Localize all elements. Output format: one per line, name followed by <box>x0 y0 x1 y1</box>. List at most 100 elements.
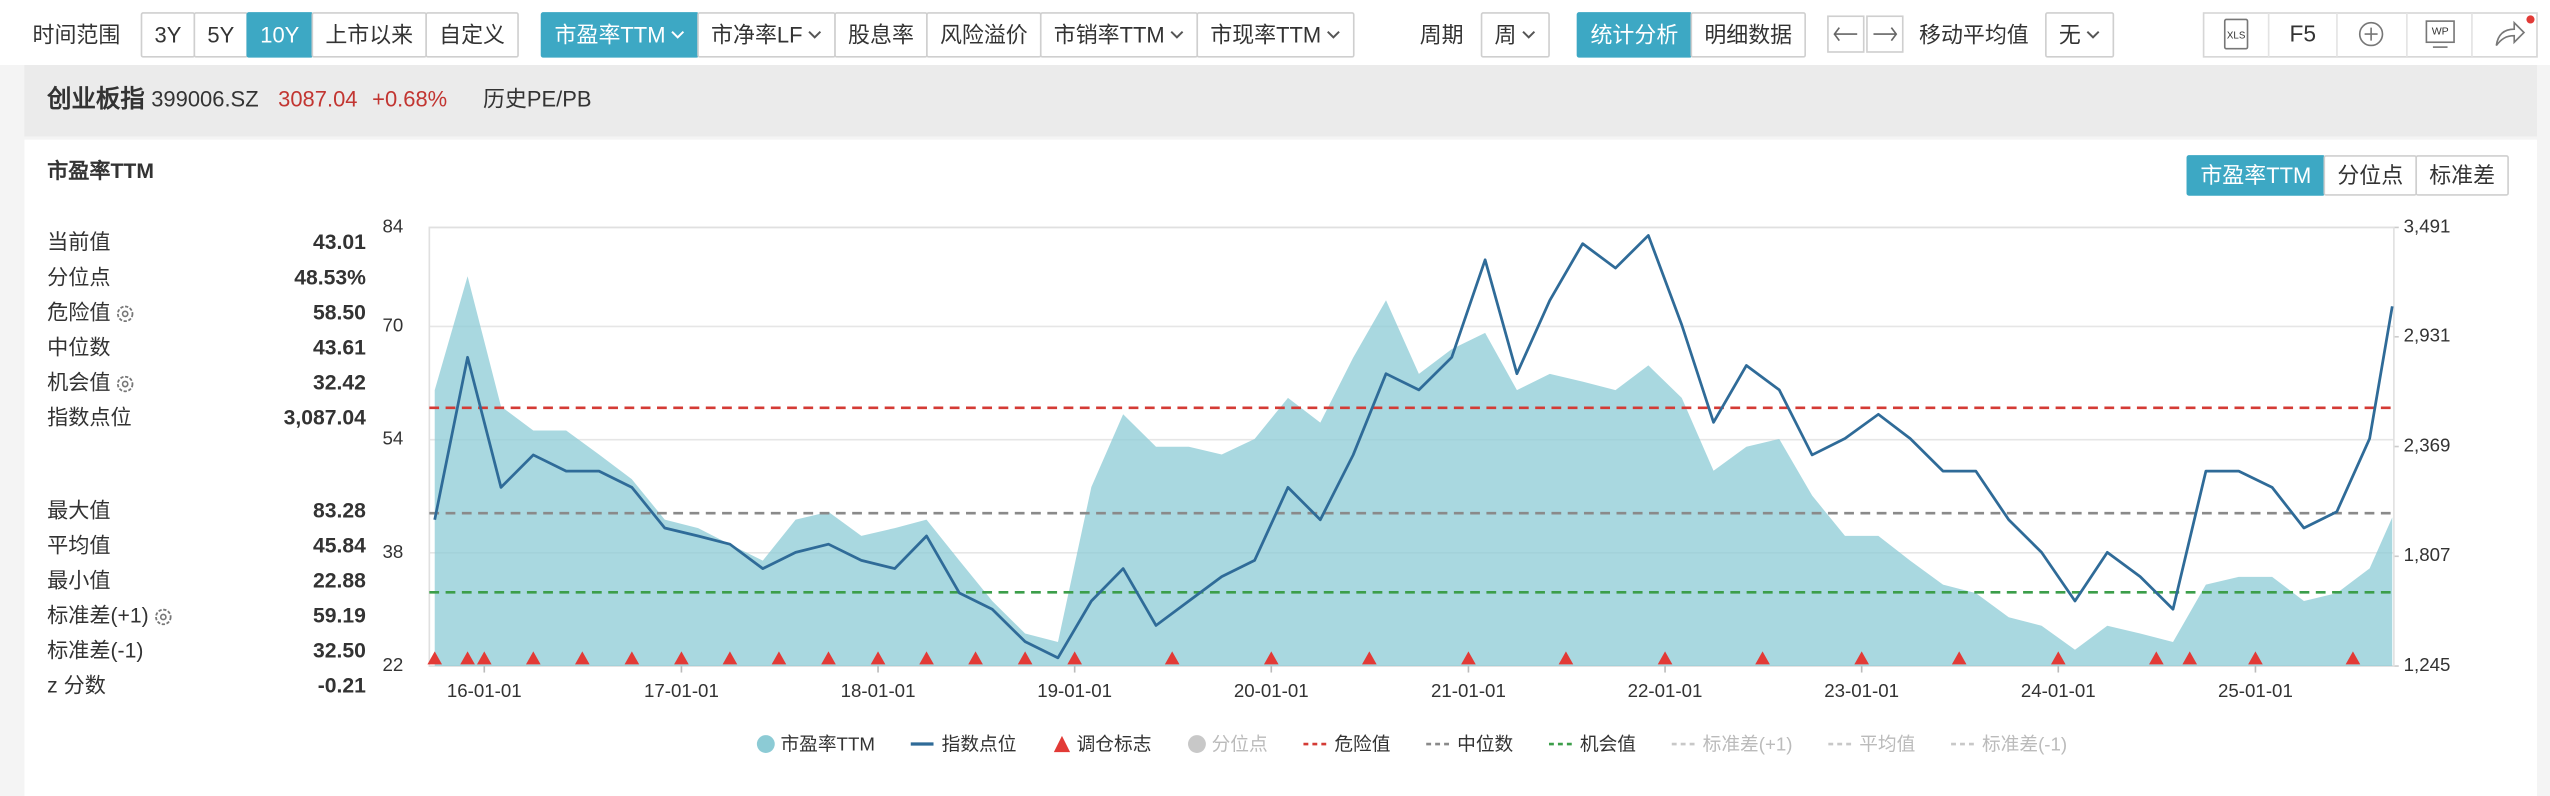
wp-icon-label: WP <box>2432 25 2449 37</box>
period-select[interactable] <box>1480 12 1550 58</box>
adjust-marker <box>1558 651 1574 665</box>
y-tick-label: 70 <box>383 314 404 335</box>
gear-icon-core <box>121 310 129 318</box>
stat-label: 危险值 <box>47 300 110 324</box>
x-tick-label: 24-01-01 <box>2021 680 2096 701</box>
adjust-marker <box>476 651 492 665</box>
adjust-marker <box>1755 651 1770 665</box>
stat-value: 32.50 <box>313 640 366 663</box>
view-button-label: 明细数据 <box>1704 22 1792 47</box>
metric-button-label: 风险溢价 <box>940 22 1028 47</box>
dropdown-arrow <box>1522 30 1536 39</box>
panel-tab-label: 分位点 <box>2337 163 2403 188</box>
x-tick-label: 20-01-01 <box>1234 680 1309 701</box>
index-code: 399006.SZ <box>151 87 258 112</box>
stat-value: 22.88 <box>313 569 366 592</box>
adjust-marker <box>1263 651 1279 665</box>
y-tick-label: 38 <box>383 541 404 562</box>
stat-value: 32.42 <box>313 372 366 395</box>
stat-label: 平均值 <box>47 533 110 557</box>
x-tick-label: 22-01-01 <box>1628 680 1703 701</box>
metric-button-label: 市销率TTM <box>1054 22 1165 47</box>
adjust-marker <box>771 651 787 665</box>
adjust-marker <box>525 651 541 665</box>
stat-value: 43.01 <box>313 231 366 254</box>
legend-label[interactable]: 标准差(-1) <box>1982 734 2067 755</box>
dropdown-arrow <box>2086 30 2100 39</box>
metric-button[interactable] <box>1196 12 1355 58</box>
range-button-label: 自定义 <box>439 22 505 47</box>
xls-icon[interactable] <box>2223 18 2249 50</box>
history-link[interactable]: 历史PE/PB <box>483 87 592 112</box>
y2-tick-label: 1,245 <box>2404 654 2451 675</box>
ma-select[interactable] <box>2045 12 2115 58</box>
adjust-marker <box>1657 651 1673 665</box>
adjust-marker <box>460 651 475 665</box>
stat-label: 标准差(-1) <box>47 639 143 663</box>
dropdown-arrow <box>1170 30 1184 39</box>
stat-value: 43.61 <box>313 337 366 360</box>
wp-icon[interactable] <box>2425 20 2455 44</box>
x-tick-label: 23-01-01 <box>1824 680 1899 701</box>
adjust-marker <box>624 651 640 665</box>
panel-tab-label: 标准差 <box>2429 163 2495 188</box>
range-button-label: 3Y <box>154 22 181 47</box>
add-icon[interactable] <box>2358 21 2384 47</box>
f5-button: F5 <box>2290 21 2317 47</box>
x-tick-label: 19-01-01 <box>1037 680 1112 701</box>
view-button-label: 统计分析 <box>1590 22 1678 47</box>
adjust-marker <box>2050 651 2066 665</box>
dropdown-arrow <box>808 30 822 39</box>
ma-select-label: 无 <box>2059 22 2081 47</box>
adjust-marker <box>2149 651 2164 665</box>
metric-button-label: 市净率LF <box>711 22 802 47</box>
period-select-label: 周 <box>1495 22 1517 47</box>
legend-label[interactable]: 机会值 <box>1580 734 1636 755</box>
legend-icon <box>1187 735 1206 753</box>
gear-icon[interactable] <box>116 305 134 323</box>
y-tick-label: 54 <box>383 428 404 449</box>
stat-value: 3,087.04 <box>284 407 366 430</box>
add-icon-cross <box>2364 27 2378 41</box>
adjust-marker <box>427 651 443 665</box>
adjust-marker <box>821 651 836 665</box>
legend-label[interactable]: 平均值 <box>1859 734 1915 755</box>
adjust-marker <box>1854 651 1869 665</box>
legend-label[interactable]: 标准差(+1) <box>1703 734 1793 755</box>
adjust-marker <box>2182 651 2198 665</box>
gear-icon[interactable] <box>155 608 172 626</box>
legend-label[interactable]: 中位数 <box>1457 734 1513 755</box>
range-button-label: 上市以来 <box>325 22 413 47</box>
legend-label[interactable]: 指数点位 <box>942 734 1017 755</box>
x-tick-label: 16-01-01 <box>447 680 522 701</box>
adjust-marker <box>1164 651 1180 665</box>
legend-label[interactable]: 危险值 <box>1334 734 1390 755</box>
legend-label[interactable]: 分位点 <box>1212 734 1268 755</box>
y2-tick-label: 2,931 <box>2404 325 2451 346</box>
legend-label[interactable]: 调仓标志 <box>1077 734 1152 755</box>
legend-label[interactable]: 市盈率TTM <box>780 734 875 755</box>
dropdown-arrow <box>1327 30 1340 39</box>
x-tick-label: 25-01-01 <box>2218 680 2293 701</box>
stat-value: 48.53% <box>294 266 366 289</box>
range-button[interactable] <box>425 12 519 58</box>
xls-icon-label: XLS <box>2227 30 2246 41</box>
ma-label: 移动平均值 <box>1919 22 2029 47</box>
adjust-marker <box>2248 651 2263 665</box>
adjust-marker <box>1067 651 1082 665</box>
line <box>433 234 2394 660</box>
y-tick-label: 22 <box>383 654 404 675</box>
y-tick-label: 84 <box>383 215 404 236</box>
range-button-label: 5Y <box>207 22 234 47</box>
metric-button-label: 市盈率TTM <box>555 22 666 47</box>
share-icon[interactable] <box>2495 20 2526 46</box>
header-bar <box>24 64 2537 137</box>
index-price: 3087.04 <box>278 87 357 112</box>
gear-icon[interactable] <box>116 375 134 393</box>
stat-label: 分位点 <box>47 265 110 289</box>
stat-value: 58.50 <box>313 301 366 324</box>
gear-icon-core <box>121 380 129 388</box>
view-button[interactable] <box>1690 12 1806 58</box>
panel-tab[interactable] <box>2415 155 2509 196</box>
x-tick-label: 21-01-01 <box>1431 680 1506 701</box>
